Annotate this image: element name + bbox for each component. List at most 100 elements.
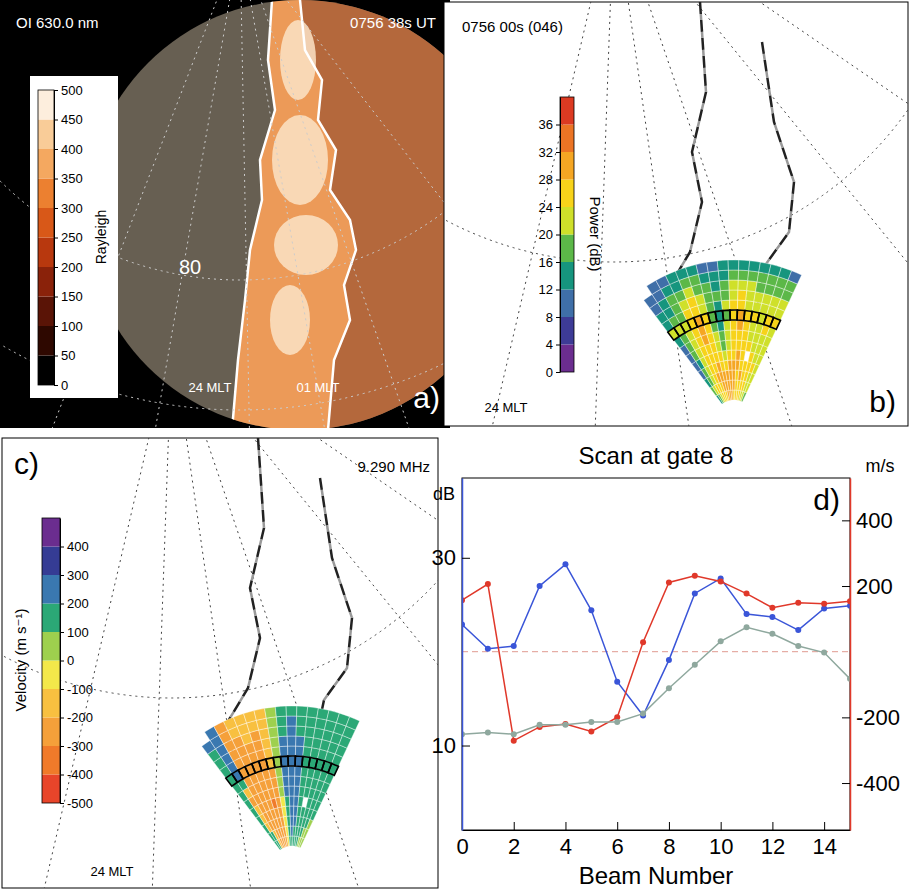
radar-cell xyxy=(729,280,738,290)
colorbar-block xyxy=(42,518,60,547)
series-marker xyxy=(640,639,646,645)
tick: -400 xyxy=(60,767,93,782)
tick: -100 xyxy=(60,682,93,697)
meridian xyxy=(240,0,250,428)
y-axis-title: dB xyxy=(433,484,455,504)
tick-label: 300 xyxy=(61,201,83,216)
colorbar-block xyxy=(38,149,54,179)
tick: 0 xyxy=(54,378,68,393)
tick: 400 xyxy=(54,142,83,157)
radar-cell xyxy=(770,317,780,329)
radar-cell xyxy=(266,717,277,728)
tick-label: 12 xyxy=(761,834,785,859)
latitude-circle xyxy=(2,438,438,698)
colorbar-block xyxy=(560,317,574,345)
radar-cell xyxy=(286,806,290,816)
tick-mark xyxy=(54,208,58,209)
y2-axis-title: m/s xyxy=(866,456,895,476)
panel-letter: d) xyxy=(813,483,840,516)
tick-mark xyxy=(556,152,560,153)
radar-cell xyxy=(729,290,738,300)
radar-cell xyxy=(287,726,296,736)
colorbar-axis: -500-400-300-200-1000100200300400 xyxy=(60,519,93,811)
tick: 300 xyxy=(54,201,83,216)
x-axis: 02468101214 xyxy=(456,822,850,859)
series-marker xyxy=(666,657,672,663)
radar-cell xyxy=(710,281,720,292)
tick: 12 xyxy=(539,282,560,297)
series-marker xyxy=(640,711,646,717)
radar-cell xyxy=(752,364,759,375)
tick: -300 xyxy=(60,739,93,754)
tick-mark xyxy=(54,90,58,91)
radar-cell xyxy=(738,280,748,291)
tick: 36 xyxy=(539,117,560,132)
radar-cell xyxy=(737,320,744,330)
tick-label: 500 xyxy=(61,83,83,98)
colorbar-frame xyxy=(38,90,54,385)
series-marker xyxy=(537,583,543,589)
meridian xyxy=(172,438,438,768)
tick-mark xyxy=(60,718,64,719)
radar-cell xyxy=(731,350,736,360)
tick-label: 6 xyxy=(612,834,624,859)
meridian xyxy=(240,0,330,428)
colorbar-title: Rayleigh xyxy=(93,210,109,264)
meridian xyxy=(42,438,172,888)
colorbar-background xyxy=(30,76,118,398)
tick-mark xyxy=(556,207,560,208)
radar-cell xyxy=(723,310,731,320)
tick-label: 12 xyxy=(539,282,553,297)
meridian xyxy=(150,0,240,428)
tick-label: 32 xyxy=(539,145,553,160)
tick: 4 xyxy=(546,337,560,352)
radar-cell xyxy=(730,300,738,310)
tick-mark xyxy=(60,604,64,605)
radar-cell xyxy=(708,271,719,282)
latitude-circle xyxy=(0,0,450,410)
radar-cell xyxy=(276,716,286,727)
tick-label: -300 xyxy=(67,739,93,754)
radar-cell xyxy=(254,708,266,720)
radar-cell xyxy=(275,706,286,717)
colorbar-block xyxy=(560,97,574,125)
tick: 200 xyxy=(842,574,893,599)
meridian xyxy=(240,0,450,300)
tick: -400 xyxy=(842,771,900,796)
tick: 10 xyxy=(709,822,733,859)
y-axis-line xyxy=(462,479,464,831)
radar-cell xyxy=(748,271,759,282)
meridian xyxy=(152,438,172,888)
tick: 28 xyxy=(539,172,560,187)
radar-cell xyxy=(730,310,737,320)
aurora-band xyxy=(232,0,356,428)
radar-cell xyxy=(303,829,309,839)
colorbar-block xyxy=(38,238,54,268)
radar-cell xyxy=(296,716,306,727)
tick: 30 xyxy=(432,545,470,570)
radar-cell xyxy=(712,291,722,302)
tick-label: 100 xyxy=(61,319,83,334)
meridian xyxy=(240,0,420,428)
radar-cell xyxy=(731,330,737,340)
tick-mark xyxy=(54,385,58,386)
tick: 450 xyxy=(54,112,83,127)
radar-cell xyxy=(717,260,728,271)
boundary-line xyxy=(300,0,356,428)
radar-cell xyxy=(741,392,746,402)
tick-mark xyxy=(824,822,825,830)
series-marker xyxy=(666,579,672,585)
colorbar-block xyxy=(560,290,574,318)
radar-cell xyxy=(740,350,746,360)
series-marker xyxy=(769,631,775,637)
tick-label: 24 xyxy=(539,200,553,215)
radar-cell xyxy=(756,355,764,366)
tick: 400 xyxy=(60,539,89,554)
radar-cell xyxy=(725,330,731,340)
series-marker xyxy=(744,591,750,597)
panel-letter: a) xyxy=(413,381,440,414)
radar-cell xyxy=(721,300,729,311)
meridian xyxy=(614,2,908,332)
colorbar-block xyxy=(560,125,574,153)
tick-mark xyxy=(556,372,560,373)
